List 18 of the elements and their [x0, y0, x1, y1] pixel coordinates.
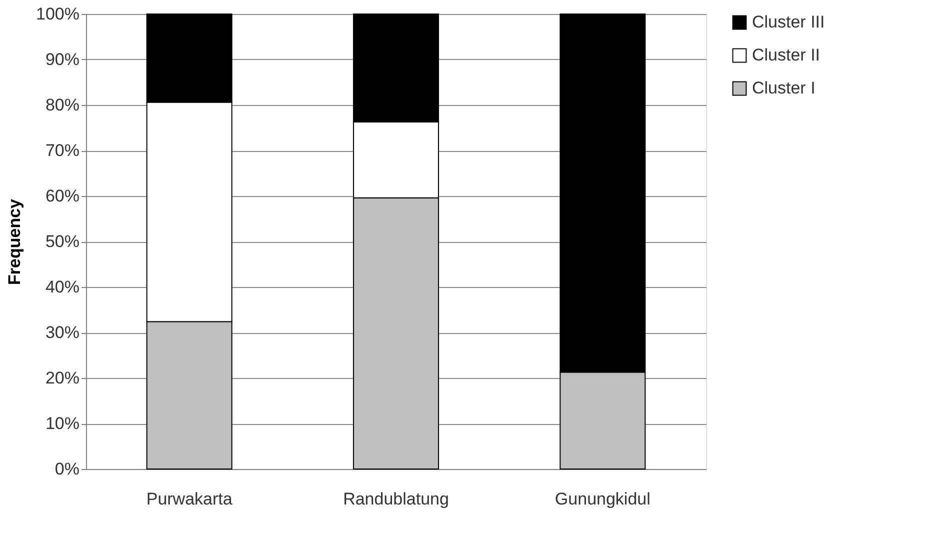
y-tick-label: 50%	[45, 232, 80, 251]
y-tick-label: 30%	[45, 323, 80, 342]
y-tick-label: 90%	[45, 50, 80, 69]
y-tick-label: 80%	[45, 96, 80, 114]
y-tick-label: 20%	[45, 368, 80, 388]
y-tick-label: 0%	[54, 460, 80, 478]
x-tick-label: Purwakarta	[146, 490, 233, 508]
y-tick-label: 60%	[45, 186, 80, 206]
legend-label: Cluster II	[752, 46, 820, 64]
y-tick-label: 40%	[45, 278, 80, 296]
y-tick-label: 10%	[45, 414, 80, 433]
legend-label: Cluster III	[752, 12, 825, 32]
y-tick-label: 100%	[36, 4, 80, 24]
x-tick-label: Gunungkidul	[554, 490, 650, 508]
y-tick-label: 70%	[45, 141, 80, 160]
y-axis-title: Frequency	[5, 198, 24, 285]
x-tick-label: Randublatung	[343, 490, 449, 508]
legend-label: Cluster I	[752, 78, 816, 98]
